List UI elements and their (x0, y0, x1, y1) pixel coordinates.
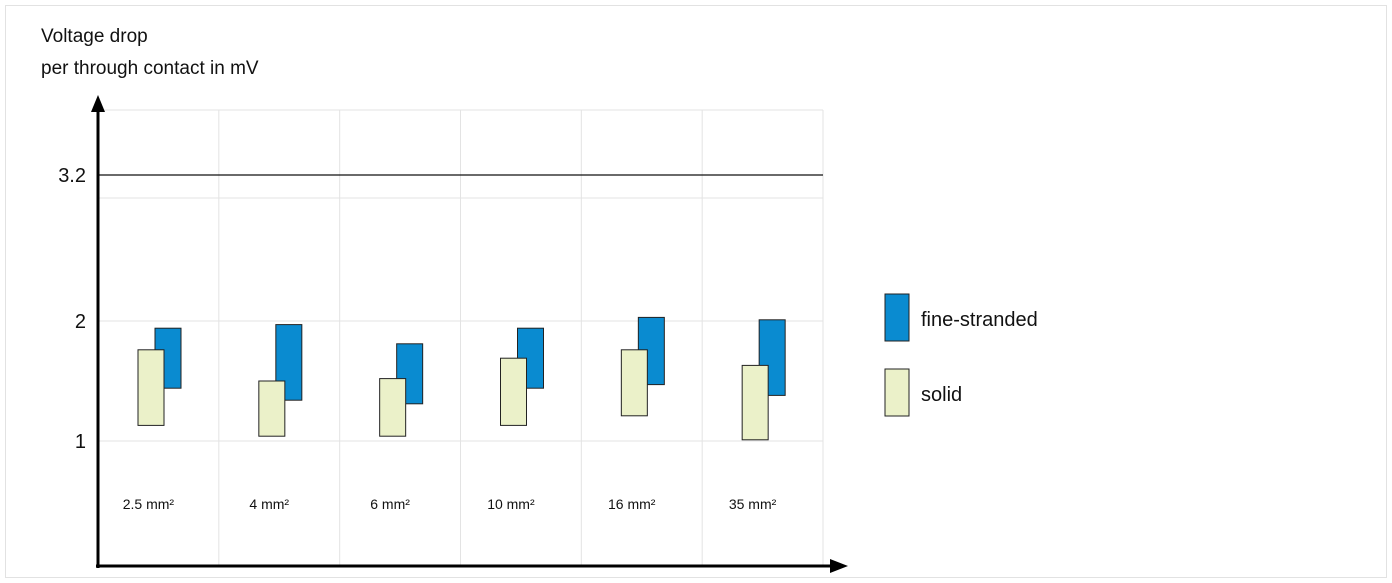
bars (137, 316, 786, 441)
chart-frame (5, 5, 1387, 578)
category-label: 16 mm² (608, 496, 656, 512)
legend-label-fine-stranded: fine-stranded (921, 309, 1038, 331)
bar-solid (741, 364, 769, 441)
category-label: 4 mm² (249, 496, 289, 512)
y-axis-label-line-1: Voltage drop (41, 26, 148, 47)
y-tick-labels: 123.2 (58, 165, 86, 453)
bar-solid (379, 378, 407, 437)
category-label: 6 mm² (370, 496, 410, 512)
legend-swatch-fine-stranded (884, 293, 910, 342)
legend-swatch-solid (884, 368, 910, 417)
category-label: 10 mm² (487, 496, 535, 512)
bar-solid (620, 349, 648, 417)
legend: fine-stranded solid (884, 293, 1038, 417)
y-axis-label-line-2: per through contact in mV (41, 58, 259, 79)
bar-solid (137, 349, 165, 426)
bar-solid (500, 357, 527, 426)
x-axis-arrow-icon (830, 559, 848, 573)
legend-label-solid: solid (921, 384, 962, 406)
y-axis-arrow-icon (91, 95, 105, 112)
y-tick-label: 2 (75, 311, 86, 333)
category-label: 35 mm² (729, 496, 777, 512)
grid (98, 109, 824, 566)
y-tick-label: 1 (75, 431, 86, 453)
category-label: 2.5 mm² (123, 496, 175, 512)
bar-solid (258, 380, 286, 437)
y-tick-label: 3.2 (58, 165, 86, 187)
category-labels: 2.5 mm² 4 mm² 6 mm² 10 mm² 16 mm² 35 mm² (123, 496, 777, 512)
